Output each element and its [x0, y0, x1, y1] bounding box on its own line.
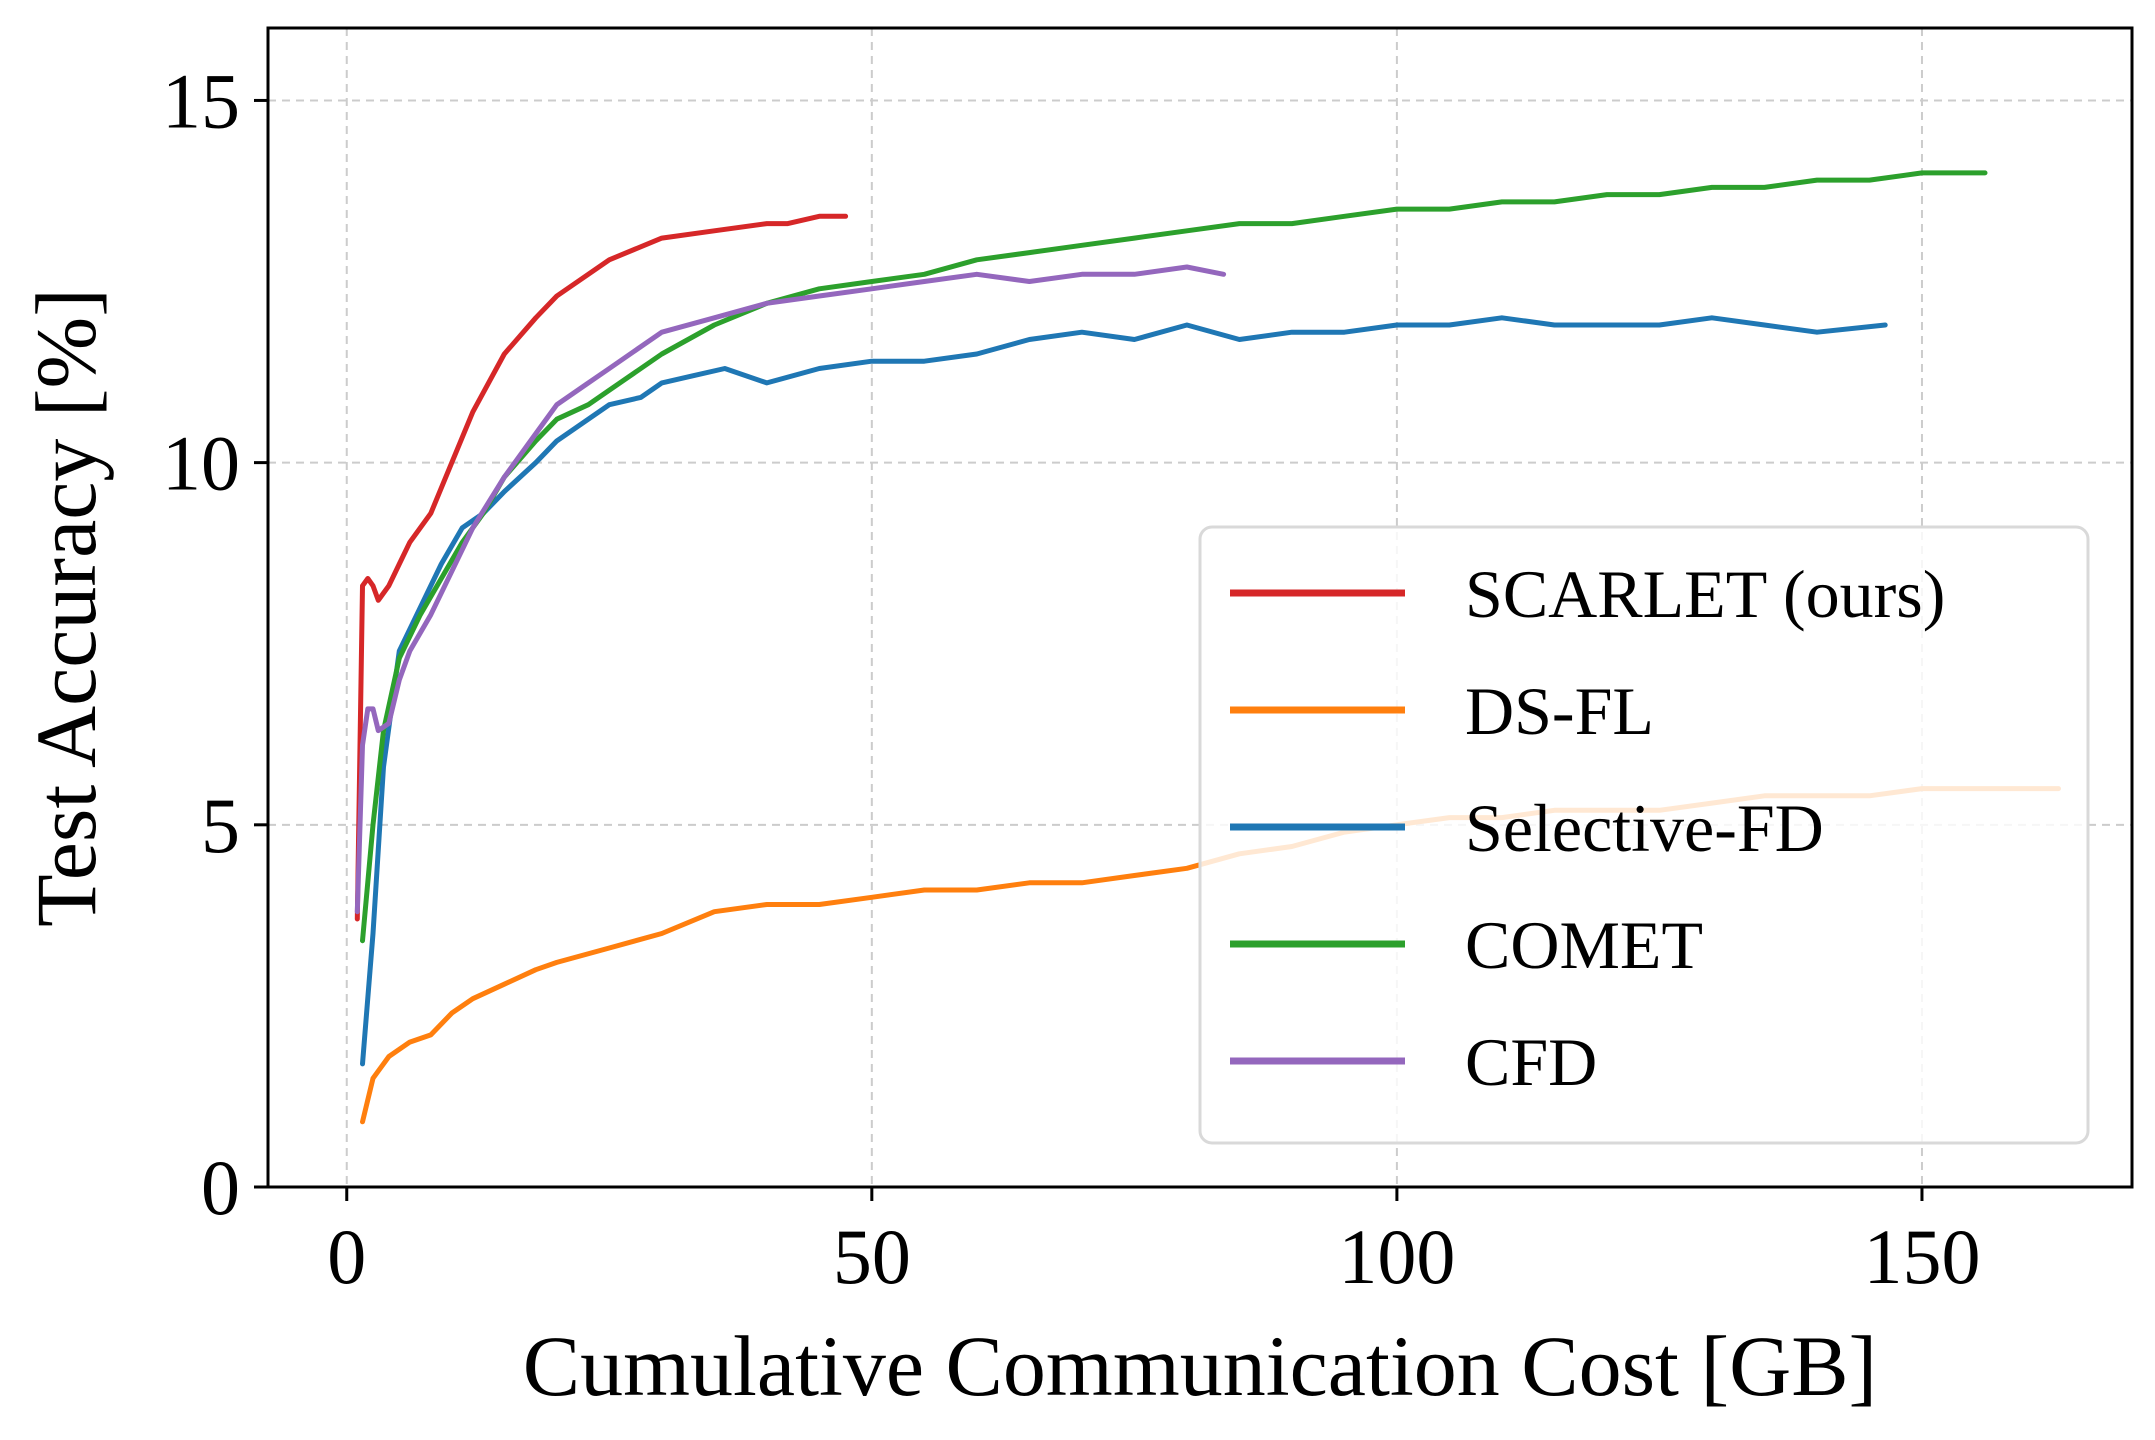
y-tick-label: 15 [162, 57, 240, 144]
y-axis-label: Test Accuracy [%] [18, 288, 114, 927]
series-line-selective-fd [360, 315, 1888, 1067]
legend-label: Selective-FD [1465, 790, 1824, 866]
legend-box [1198, 525, 2090, 1145]
tick-labels: 0 50 100 150 0 5 10 15 [162, 57, 1980, 1300]
x-tick-label: 150 [1863, 1213, 1980, 1300]
x-tick-label: 50 [833, 1213, 911, 1300]
legend-label: CFD [1465, 1024, 1597, 1100]
x-tick-label: 100 [1338, 1213, 1455, 1300]
x-axis-label: Cumulative Communication Cost [GB] [523, 1318, 1877, 1414]
plot-frame [266, 26, 2134, 1189]
legend-label: COMET [1465, 907, 1703, 983]
series-line-scarlet-ours [354, 213, 849, 922]
series-line-cfd [354, 264, 1227, 915]
y-tick-label: 10 [162, 420, 240, 507]
y-tick-label: 0 [201, 1144, 240, 1231]
legend: SCARLET (ours) DS-FL Selective-FD COMET CFD [1198, 525, 2090, 1145]
x-tick-label: 0 [327, 1213, 366, 1300]
axis-ticks [254, 98, 1924, 1201]
y-tick-label: 5 [201, 782, 240, 869]
legend-label: DS-FL [1465, 673, 1654, 749]
legend-label: SCARLET (ours) [1465, 556, 1945, 632]
